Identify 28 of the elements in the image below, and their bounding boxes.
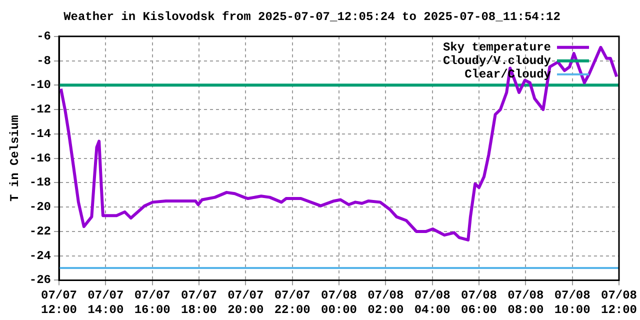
- legend-label: Sky temperature: [442, 40, 551, 54]
- y-axis-title: T in Celsium: [8, 115, 22, 202]
- x-tick-label: 07/08 02:00: [368, 288, 404, 317]
- y-tick-label: -22: [29, 224, 52, 238]
- chart-title: Weather in Kislovodsk from 2025-07-07_12:05:24 to 2025-07-08_11:54:12: [64, 10, 560, 24]
- x-tick-label: 07/07 22:00: [274, 288, 310, 317]
- x-tick-label: 07/07 20:00: [228, 288, 264, 317]
- x-tick-label: 07/08 00:00: [320, 288, 358, 317]
- x-tick-label: 07/07 16:00: [134, 288, 170, 317]
- x-tick-label: 07/08 06:00: [460, 288, 498, 317]
- x-tick-label: 07/07 18:00: [180, 288, 218, 317]
- legend-label: Cloudy/V.cloudy: [442, 54, 551, 68]
- y-tick-label: -18: [29, 176, 52, 190]
- y-tick-label: -8: [36, 54, 52, 68]
- x-tick-label: 07/08 08:00: [508, 288, 544, 317]
- y-tick-label: -12: [29, 102, 52, 117]
- y-tick-label: -24: [29, 248, 52, 263]
- x-tick-label: 07/08 10:00: [554, 288, 590, 317]
- y-tick-label: -26: [29, 273, 52, 288]
- y-tick-label: -20: [29, 200, 52, 214]
- x-tick-label: 07/07 14:00: [88, 288, 124, 317]
- y-tick-label: -14: [29, 126, 52, 141]
- y-tick-label: -10: [29, 78, 52, 92]
- x-tick-label: 07/07 12:00: [40, 288, 78, 317]
- x-tick-label: 07/08 04:00: [414, 288, 450, 317]
- y-tick-label: -6: [36, 29, 52, 44]
- x-tick-label: 07/08 12:00: [600, 288, 638, 317]
- y-tick-label: -16: [29, 151, 52, 166]
